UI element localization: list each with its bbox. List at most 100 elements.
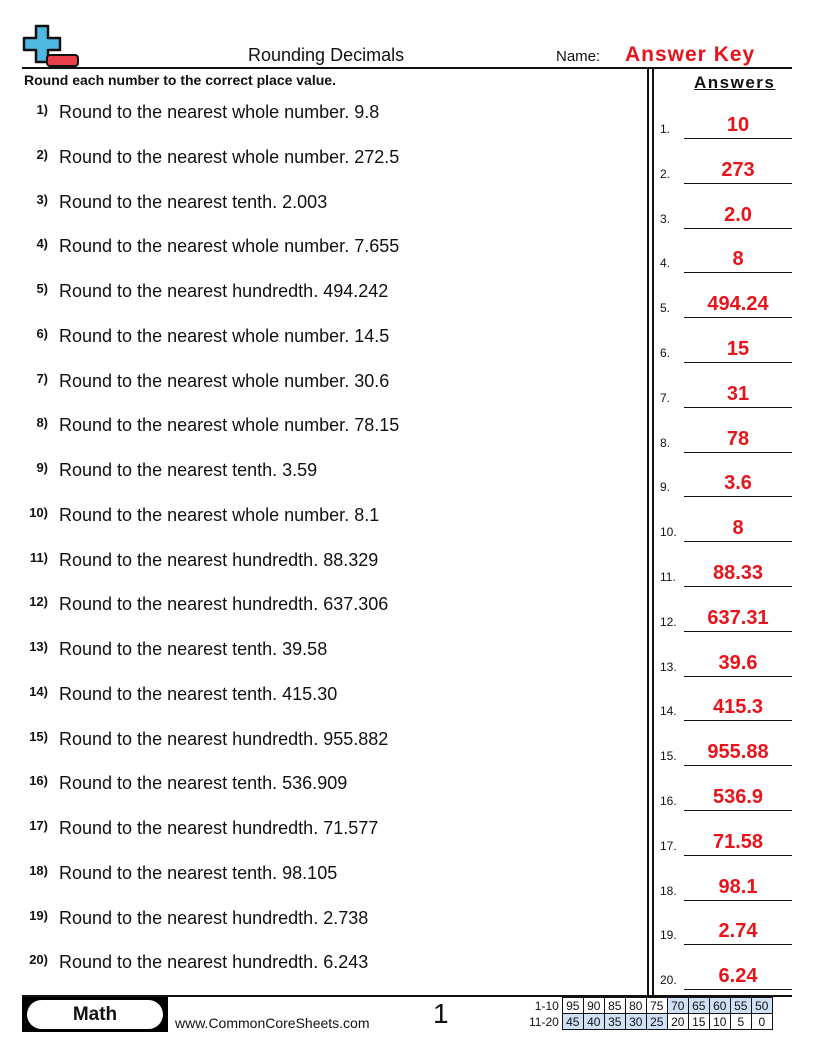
answer-value: 273 — [721, 158, 755, 181]
question-text: Round to the nearest whole number. 9.8 — [59, 102, 380, 122]
answer-line — [684, 182, 792, 184]
answer-value: 2.0 — [724, 203, 752, 226]
page-number: 1 — [433, 998, 449, 1029]
answer-line — [684, 272, 792, 274]
answer-number: 5. — [660, 301, 671, 316]
answer-number: 12. — [660, 614, 677, 629]
question-text: Round to the nearest hundredth. 637.306 — [59, 594, 389, 615]
column-divider — [647, 68, 649, 996]
score-cell: 35 — [603, 1013, 626, 1030]
answer-number: 13. — [660, 659, 677, 674]
answer-value: 15 — [726, 338, 750, 360]
instructions: Round each number to the correct place v… — [24, 72, 336, 88]
question-number: 15) — [29, 728, 48, 744]
question-text: Round to the nearest tenth. 536.909 — [59, 773, 348, 794]
answer-line — [684, 586, 792, 587]
answer-value: 2.74 — [718, 920, 758, 943]
score-cell: 50 — [750, 997, 773, 1014]
answer-line — [684, 989, 792, 991]
question-number: 8) — [36, 415, 48, 431]
score-cell: 45 — [561, 1013, 584, 1030]
answer-value: 8 — [732, 248, 744, 271]
question-text: Round to the nearest whole number. 7.655 — [59, 236, 400, 257]
answer-number: 15. — [660, 749, 677, 764]
answer-line — [684, 630, 792, 632]
answer-value: 3.6 — [724, 472, 752, 495]
question-number: 5) — [36, 281, 48, 296]
answer-value: 955.88 — [707, 741, 769, 764]
answer-number: 3. — [660, 211, 671, 226]
answer-line — [684, 227, 792, 229]
score-cell: 30 — [624, 1013, 647, 1030]
subject-label: Math — [27, 1000, 163, 1029]
name-value: Answer Key — [625, 43, 756, 66]
answer-line — [684, 944, 792, 946]
question-text: Round to the nearest tenth. 2.003 — [59, 191, 328, 212]
answer-number: 17. — [660, 838, 677, 853]
score-cell: 60 — [708, 997, 731, 1014]
answer-value: 88.33 — [712, 562, 764, 584]
answer-line — [684, 451, 792, 453]
answer-number: 4. — [660, 256, 671, 271]
question-text: Round to the nearest whole number. 14.5 — [59, 325, 390, 346]
question-number: 2) — [36, 146, 48, 162]
answer-value: 31 — [726, 382, 750, 405]
question-number: 19) — [29, 907, 48, 923]
answer-number: 14. — [660, 704, 677, 719]
score-cell: 25 — [645, 1013, 668, 1030]
plus-minus-logo-icon — [22, 24, 79, 67]
answer-value: 78 — [726, 427, 750, 450]
footer-divider — [22, 995, 792, 997]
answer-line — [684, 362, 792, 363]
score-cell: 5 — [729, 1013, 752, 1030]
answer-line — [684, 854, 792, 856]
answer-number: 9. — [660, 480, 671, 495]
question-text: Round to the nearest hundredth. 71.577 — [59, 818, 379, 838]
question-number: 1) — [36, 102, 48, 117]
question-number: 9) — [36, 460, 48, 475]
question-number: 14) — [29, 683, 48, 699]
score-cell: 40 — [582, 1013, 605, 1030]
answer-value: 494.24 — [707, 293, 769, 316]
score-table: 1-10 95 90 85 80 75 70 65 60 55 50 11-20 45 40 35 30 25 2… — [526, 997, 773, 1030]
answer-number: 18. — [660, 883, 677, 898]
answer-number: 16. — [660, 794, 677, 808]
answer-line — [684, 899, 792, 901]
answer-line — [684, 406, 792, 408]
question-text: Round to the nearest tenth. 98.105 — [59, 862, 338, 883]
question-number: 4) — [36, 236, 48, 252]
question-text: Round to the nearest whole number. 8.1 — [59, 504, 380, 525]
question-text: Round to the nearest tenth. 39.58 — [59, 639, 328, 659]
question-text: Round to the nearest whole number. 78.15 — [59, 415, 400, 436]
score-cell: 20 — [666, 1013, 689, 1030]
answer-line — [684, 317, 792, 319]
question-text: Round to the nearest hundredth. 2.738 — [59, 907, 369, 928]
worksheet-title: Rounding Decimals — [248, 45, 405, 65]
question-text: Round to the nearest tenth. 3.59 — [59, 460, 318, 480]
answer-number: 7. — [660, 390, 671, 405]
answer-value: 536.9 — [712, 786, 764, 808]
answer-line — [684, 720, 792, 722]
question-number: 16) — [29, 773, 48, 789]
website-link[interactable]: www.CommonCoreSheets.com — [175, 1015, 370, 1031]
score-cell: 65 — [687, 997, 710, 1014]
question-number: 11) — [29, 549, 48, 565]
answer-value: 10 — [726, 114, 750, 136]
answer-line — [684, 810, 792, 811]
question-number: 6) — [36, 325, 48, 341]
score-cell: 95 — [561, 997, 584, 1014]
question-text: Round to the nearest tenth. 415.30 — [59, 683, 338, 704]
answer-number: 8. — [660, 435, 671, 450]
answer-line — [684, 765, 792, 767]
answer-number: 20. — [660, 973, 677, 988]
score-cell: 70 — [666, 997, 689, 1014]
score-row: 11-20 45 40 35 30 25 20 15 10 5 0 — [526, 1013, 773, 1030]
answer-number: 11. — [660, 570, 676, 584]
question-number: 20) — [29, 952, 48, 968]
answer-number: 6. — [660, 346, 671, 360]
answer-number: 10. — [660, 525, 677, 540]
answer-value: 637.31 — [707, 606, 769, 629]
answer-value: 6.24 — [718, 965, 758, 988]
score-row-label: 11-20 — [529, 1014, 559, 1029]
